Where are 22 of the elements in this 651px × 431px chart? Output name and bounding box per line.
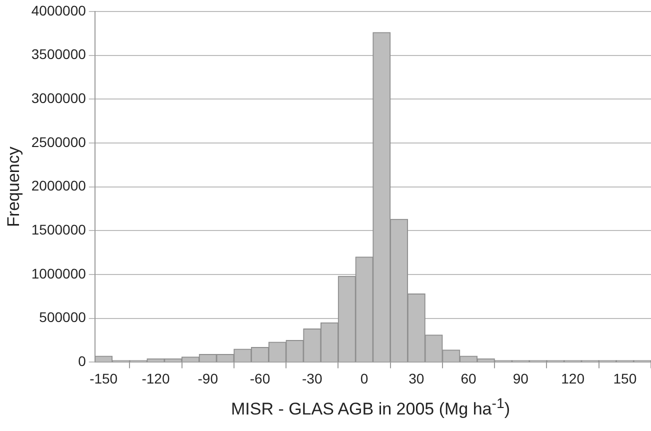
y-tick-label: 1500000 (31, 222, 86, 238)
x-tick-label: 150 (613, 370, 637, 386)
x-tick-label: -60 (250, 370, 270, 386)
y-axis-title: Frequency (4, 146, 23, 227)
x-tick-label: -90 (198, 370, 218, 386)
y-tick-label: 3500000 (31, 46, 86, 62)
x-tick-label: 60 (460, 370, 477, 386)
x-tick-label: 90 (512, 370, 529, 386)
y-tick-label: 1000000 (31, 265, 86, 282)
x-tick-label: 0 (360, 370, 368, 386)
y-tick-label: 0 (78, 353, 86, 370)
y-tick-label: 4000000 (31, 2, 86, 18)
y-tick-label: 500000 (39, 309, 86, 326)
y-tick-label: 3000000 (31, 90, 86, 106)
x-tick-label: -120 (142, 370, 170, 386)
x-tick-label: 30 (408, 370, 424, 386)
x-tick-label: -150 (90, 370, 118, 386)
x-axis-title: MISR - GLAS AGB in 2005 (Mg ha$^{-1}$) (230, 396, 512, 420)
x-tick-label: -30 (302, 370, 322, 386)
y-tick-label: 2500000 (31, 134, 86, 150)
y-tick-label: 2000000 (31, 178, 86, 194)
x-tick-label: 120 (561, 370, 585, 386)
